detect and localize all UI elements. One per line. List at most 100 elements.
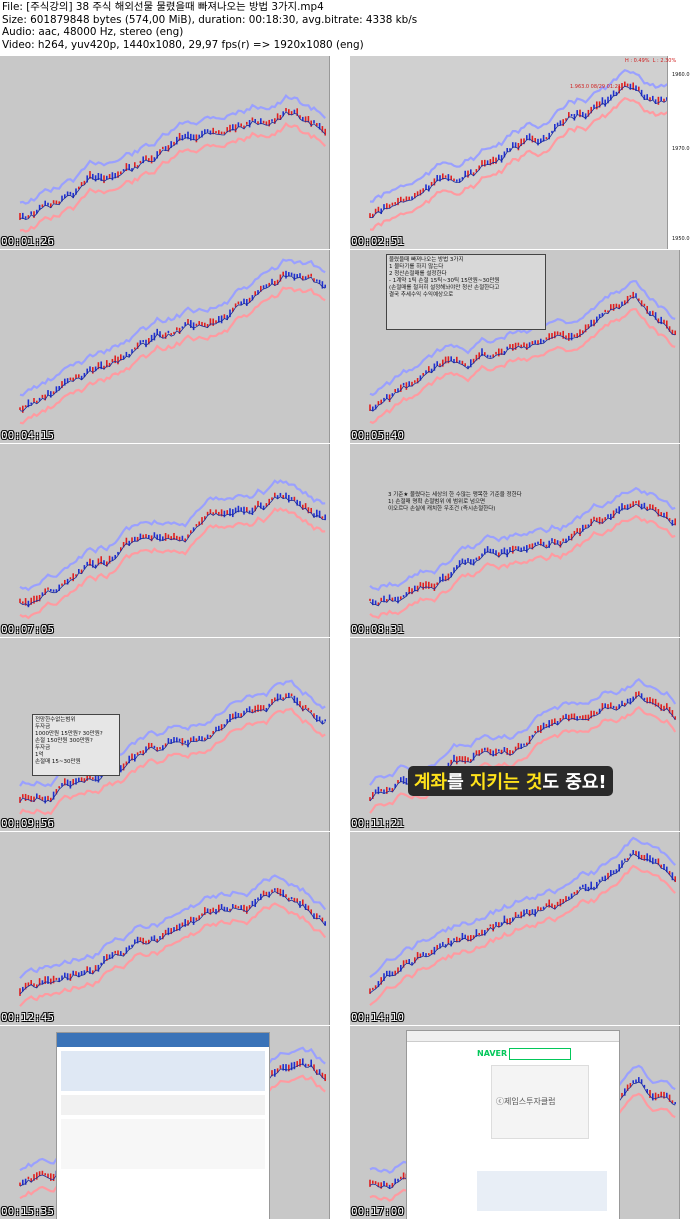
candle [103, 560, 105, 565]
candle [268, 703, 270, 707]
candle [414, 585, 416, 592]
thumbnail-3[interactable]: 00:04:15 [0, 250, 348, 443]
thumbnail-1[interactable]: 00:01:26 [0, 56, 348, 249]
timestamp: 00:15:35 [1, 1205, 54, 1218]
thumbnail-12[interactable]: NAVER ⓒ제임스투자클럽 00:17:00 [350, 1026, 698, 1219]
candle [232, 509, 234, 518]
candle [120, 171, 122, 175]
timestamp: 00:08:31 [351, 623, 404, 636]
candle [153, 532, 156, 538]
candle [209, 130, 212, 135]
candle [212, 730, 214, 735]
candle [372, 406, 374, 412]
candle [285, 108, 287, 112]
candle [282, 495, 284, 499]
candle [240, 507, 242, 512]
candle [75, 971, 77, 976]
candle [400, 384, 402, 392]
candle [69, 577, 72, 580]
candle [402, 595, 405, 598]
candle [27, 795, 30, 801]
candle [164, 146, 167, 151]
candle [388, 394, 391, 403]
thumbnail-2[interactable]: 1.963.0 08/29 01:21 H : 0.49% L : 2.30% … [350, 56, 698, 249]
candle [612, 90, 615, 97]
candle [568, 535, 570, 541]
candle [646, 506, 648, 511]
candle [106, 561, 108, 567]
candle [307, 905, 310, 911]
candle [419, 375, 422, 381]
candle [204, 322, 206, 327]
candle [58, 201, 60, 204]
candle [556, 122, 559, 126]
candle [167, 534, 170, 539]
candle [610, 513, 612, 520]
thumbnail-10[interactable]: 00:14:10 [350, 832, 698, 1025]
candle [668, 870, 671, 875]
candle [103, 956, 105, 964]
candle [150, 334, 153, 342]
thumbnail-6[interactable]: 3 기준★ 물렸다는 세상의 한 수많는 맹목한 기준을 정한다 1) 손절매 … [350, 444, 698, 637]
candle [545, 337, 548, 340]
candle [38, 594, 41, 602]
candle [276, 495, 279, 499]
search-input[interactable] [509, 1048, 571, 1060]
candle [206, 908, 209, 913]
candle [489, 355, 492, 358]
candle [509, 750, 511, 756]
thumbnail-7[interactable]: 전망한수없는범위 두자금 1000만원 15만원? 30만원? 손절 150만원… [0, 638, 348, 831]
candle [44, 796, 46, 804]
candle [520, 743, 522, 749]
band-line [369, 308, 676, 425]
candle [369, 598, 371, 601]
candle [388, 970, 391, 977]
candle [310, 909, 312, 915]
thumbnail-8[interactable]: 계좌를 지키는 것도 중요! 00:11:21 [350, 638, 698, 831]
candle [610, 702, 612, 709]
candle [478, 165, 480, 170]
thumbnail-11[interactable]: 00:15:35 [0, 1026, 348, 1219]
candle [640, 89, 643, 97]
candle [19, 796, 21, 803]
candle [523, 546, 525, 550]
candle [540, 138, 542, 143]
candle [318, 1069, 321, 1075]
candle [559, 332, 562, 336]
thumbnail-9[interactable]: 00:12:45 [0, 832, 348, 1025]
stat-label: H : 0.49% L : 2.30% [625, 58, 677, 64]
candle [481, 929, 483, 936]
candle [484, 930, 486, 936]
candle [486, 354, 489, 358]
candle [212, 512, 214, 515]
candle [209, 735, 212, 738]
candle [80, 569, 83, 574]
candle [260, 502, 262, 509]
browser-window[interactable]: NAVER ⓒ제임스투자클럽 [406, 1030, 620, 1219]
timestamp: 00:05:40 [351, 429, 404, 442]
candle [114, 355, 116, 364]
candle [36, 793, 38, 799]
thumbnail-4[interactable]: 물렸을때 빠져나오는 방법 3가지 1 물타기를 하지 않는다 2 청산손절매를… [350, 250, 698, 443]
candle [170, 739, 172, 744]
candle [288, 897, 290, 901]
candle [397, 197, 399, 206]
candle [206, 734, 209, 739]
candle [80, 971, 83, 976]
candle [248, 510, 251, 514]
candle [92, 367, 94, 374]
candle [162, 146, 164, 150]
candle [397, 1178, 399, 1182]
candle [201, 736, 203, 742]
candle [316, 1069, 318, 1075]
thumbnail-5[interactable]: 00:07:05 [0, 444, 348, 637]
candle [489, 159, 492, 166]
candle [257, 897, 259, 901]
candle [271, 497, 273, 501]
candle [142, 937, 144, 945]
browser-window[interactable] [56, 1032, 270, 1219]
candle [302, 705, 304, 712]
candle [290, 272, 293, 276]
candle [540, 907, 542, 911]
candle [288, 1064, 290, 1072]
